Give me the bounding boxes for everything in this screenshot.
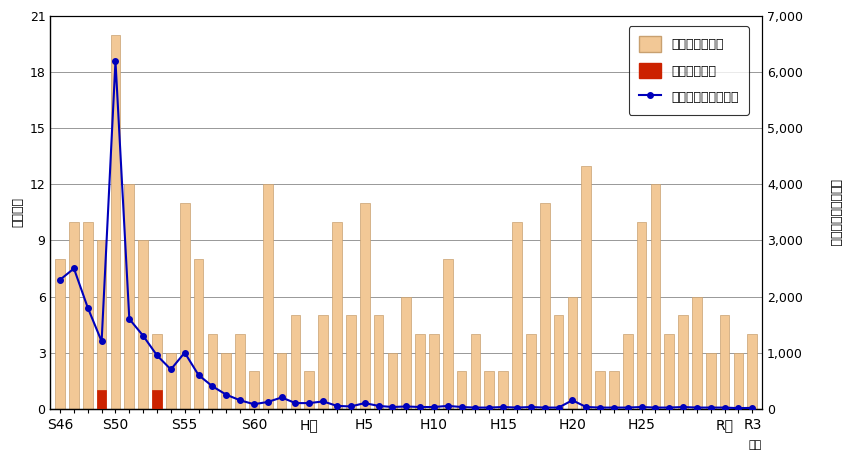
Bar	[319, 315, 328, 409]
Bar	[470, 334, 481, 409]
Bar	[678, 315, 688, 409]
Bar	[166, 352, 176, 409]
Y-axis label: 届出被害者数（人）: 届出被害者数（人）	[828, 179, 841, 246]
Bar	[388, 352, 397, 409]
Bar	[706, 352, 716, 409]
Bar	[180, 203, 189, 409]
Bar	[457, 371, 466, 409]
Bar	[360, 203, 370, 409]
Bar	[138, 241, 148, 409]
Bar	[111, 35, 120, 409]
Bar	[636, 222, 647, 409]
Bar	[596, 371, 605, 409]
Bar	[609, 371, 619, 409]
Bar	[304, 371, 314, 409]
Bar	[277, 352, 286, 409]
Bar	[83, 222, 93, 409]
Bar	[97, 390, 106, 409]
Bar	[734, 352, 743, 409]
Bar	[429, 334, 439, 409]
Bar	[554, 315, 563, 409]
Bar	[193, 259, 204, 409]
Bar	[415, 334, 425, 409]
Legend: 注意報発令回数, 警報発令回数, 届出被害者数（人）: 注意報発令回数, 警報発令回数, 届出被害者数（人）	[629, 26, 749, 115]
Text: 年度: 年度	[749, 440, 762, 450]
Bar	[651, 184, 660, 409]
Bar	[665, 334, 674, 409]
Bar	[512, 222, 521, 409]
Bar	[208, 334, 217, 409]
Bar	[69, 222, 78, 409]
Bar	[526, 334, 536, 409]
Bar	[401, 297, 411, 409]
Bar	[346, 315, 355, 409]
Bar	[235, 334, 245, 409]
Bar	[124, 184, 134, 409]
Bar	[222, 352, 231, 409]
Bar	[153, 390, 162, 409]
Bar	[443, 259, 452, 409]
Bar	[97, 241, 106, 409]
Bar	[374, 315, 383, 409]
Bar	[485, 371, 494, 409]
Bar	[332, 222, 342, 409]
Bar	[263, 184, 273, 409]
Bar	[55, 259, 65, 409]
Bar	[567, 297, 577, 409]
Bar	[540, 203, 550, 409]
Bar	[720, 315, 729, 409]
Bar	[747, 334, 757, 409]
Bar	[498, 371, 508, 409]
Y-axis label: 発令回数: 発令回数	[11, 197, 24, 227]
Bar	[581, 166, 591, 409]
Bar	[249, 371, 259, 409]
Bar	[291, 315, 300, 409]
Bar	[692, 297, 702, 409]
Bar	[623, 334, 632, 409]
Bar	[153, 334, 162, 409]
